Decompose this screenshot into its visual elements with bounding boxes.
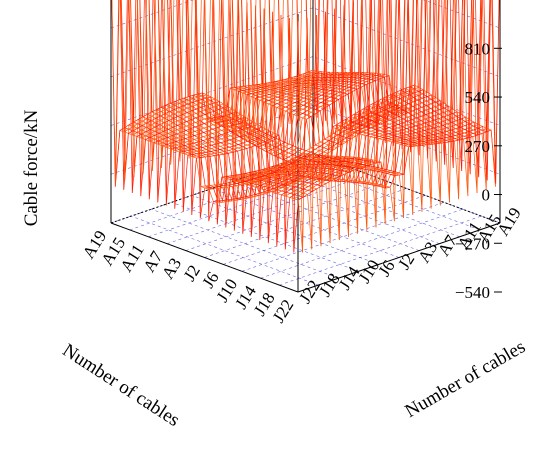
box-edge: [297, 222, 501, 293]
floor-gridline: [131, 215, 319, 286]
surface-line: [111, 0, 312, 184]
z-tick-label: 540: [465, 88, 491, 107]
surface-line: [314, 0, 500, 184]
surface-line: [191, 75, 395, 215]
surface-line: [262, 82, 450, 203]
surface-line: [145, 0, 345, 142]
z-tick-label: 0: [482, 186, 491, 205]
surface-line: [252, 84, 441, 206]
surface-line: [222, 0, 409, 175]
z-axis-label: Cable force/kN: [21, 109, 42, 226]
surface-line: [298, 73, 487, 190]
left-axis-label: Number of cables: [59, 340, 184, 431]
surface-wireframe: [111, 0, 500, 253]
surface-line: [213, 0, 400, 177]
surface-line: [131, 71, 335, 193]
surface-line: [128, 0, 328, 136]
surface-line: [165, 71, 369, 206]
z-tick-label: −270: [455, 234, 490, 253]
surface-line: [308, 69, 496, 187]
surface-line: [187, 0, 388, 159]
surface-line: [243, 85, 432, 209]
surface-line: [182, 73, 386, 212]
right-axis-label: Number of cables: [402, 336, 529, 422]
z-tick-label: −540: [455, 283, 490, 302]
floor-gridline: [211, 188, 400, 258]
surface-line: [153, 0, 354, 145]
surface-line: [174, 72, 378, 209]
surface-line: [196, 0, 397, 187]
box-edge: [312, 153, 501, 224]
surface-line: [123, 71, 327, 190]
z-axis-ticks: 810 540 270 0 −270 −540: [455, 39, 502, 302]
surface-line: [296, 0, 481, 136]
surface-line: [234, 86, 423, 212]
surface-line: [157, 71, 361, 203]
z-tick-label: 270: [465, 137, 491, 156]
surface-line: [289, 76, 478, 193]
z-tick-label: 810: [465, 39, 491, 58]
box-edge: [110, 222, 299, 293]
surface-line: [225, 87, 414, 215]
